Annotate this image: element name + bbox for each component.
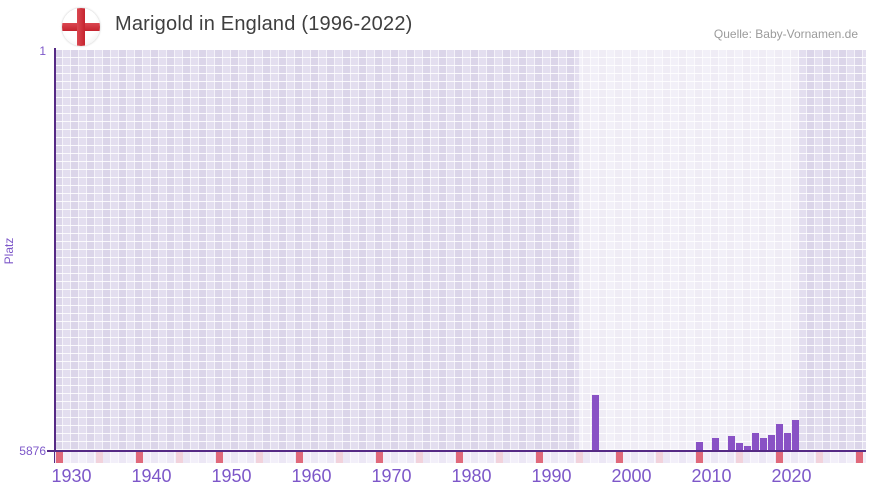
y-axis-line: [54, 48, 56, 463]
decade-marker-red: [455, 452, 463, 463]
bar-2017: [752, 432, 759, 450]
page-title: Marigold in England (1996-2022): [115, 13, 413, 35]
decade-marker-red: [855, 452, 863, 463]
decade-marker-red: [615, 452, 623, 463]
decade-marker-red: [375, 452, 383, 463]
bar-1996: [592, 395, 599, 450]
plot-area: [55, 50, 866, 450]
bar-2018: [760, 438, 767, 450]
x-tick-label-2000: 2000: [611, 466, 652, 486]
five-year-marker-pink: [495, 452, 503, 463]
five-year-marker-pink: [255, 452, 263, 463]
five-year-marker-pink: [575, 452, 583, 463]
five-year-marker-pink: [415, 452, 423, 463]
bar-2021: [784, 432, 791, 450]
decade-marker-red: [295, 452, 303, 463]
data-range-highlight-band: [579, 50, 799, 450]
bar-2019: [768, 434, 775, 450]
five-year-marker-pink: [95, 452, 103, 463]
decade-marker-red: [775, 452, 783, 463]
decade-marker-red: [695, 452, 703, 463]
england-flag-icon: [62, 8, 100, 46]
x-tick-label-1940: 1940: [131, 466, 172, 486]
y-axis-title: Platz: [2, 237, 16, 265]
bar-2010: [696, 442, 703, 450]
bar-2020: [776, 424, 783, 450]
below-axis-marker-strip: [55, 452, 866, 463]
header: Marigold in England (1996-2022) Quelle: …: [0, 0, 873, 50]
x-tick-label-2020: 2020: [771, 466, 812, 486]
decade-marker-red: [55, 452, 63, 463]
x-tick-label-1990: 1990: [531, 466, 572, 486]
decade-marker-red: [135, 452, 143, 463]
decade-marker-red: [535, 452, 543, 463]
five-year-marker-pink: [735, 452, 743, 463]
five-year-marker-pink: [815, 452, 823, 463]
bar-2012: [712, 437, 719, 450]
bar-2022: [792, 420, 799, 450]
x-tick-label-2010: 2010: [691, 466, 732, 486]
bar-2016: [744, 445, 751, 450]
y-tick-bottom: 5876: [19, 444, 46, 458]
five-year-marker-pink: [175, 452, 183, 463]
flag-cross-vertical: [77, 8, 85, 46]
x-tick-label-1950: 1950: [211, 466, 252, 486]
source-label: Quelle: Baby-Vornamen.de: [713, 27, 858, 41]
x-tick-label-1980: 1980: [451, 466, 492, 486]
x-axis-line: [47, 450, 866, 452]
bar-2014: [728, 436, 735, 450]
bar-2015: [736, 442, 743, 450]
x-tick-label-1970: 1970: [371, 466, 412, 486]
five-year-marker-pink: [335, 452, 343, 463]
y-tick-top: 1: [39, 44, 46, 58]
x-tick-label-1960: 1960: [291, 466, 332, 486]
x-axis-labels: 1930 1940 1950 1960 1970 1980 1990 2000 2010 2020: [0, 466, 873, 492]
x-tick-label-1930: 1930: [51, 466, 92, 486]
decade-marker-red: [215, 452, 223, 463]
five-year-marker-pink: [655, 452, 663, 463]
